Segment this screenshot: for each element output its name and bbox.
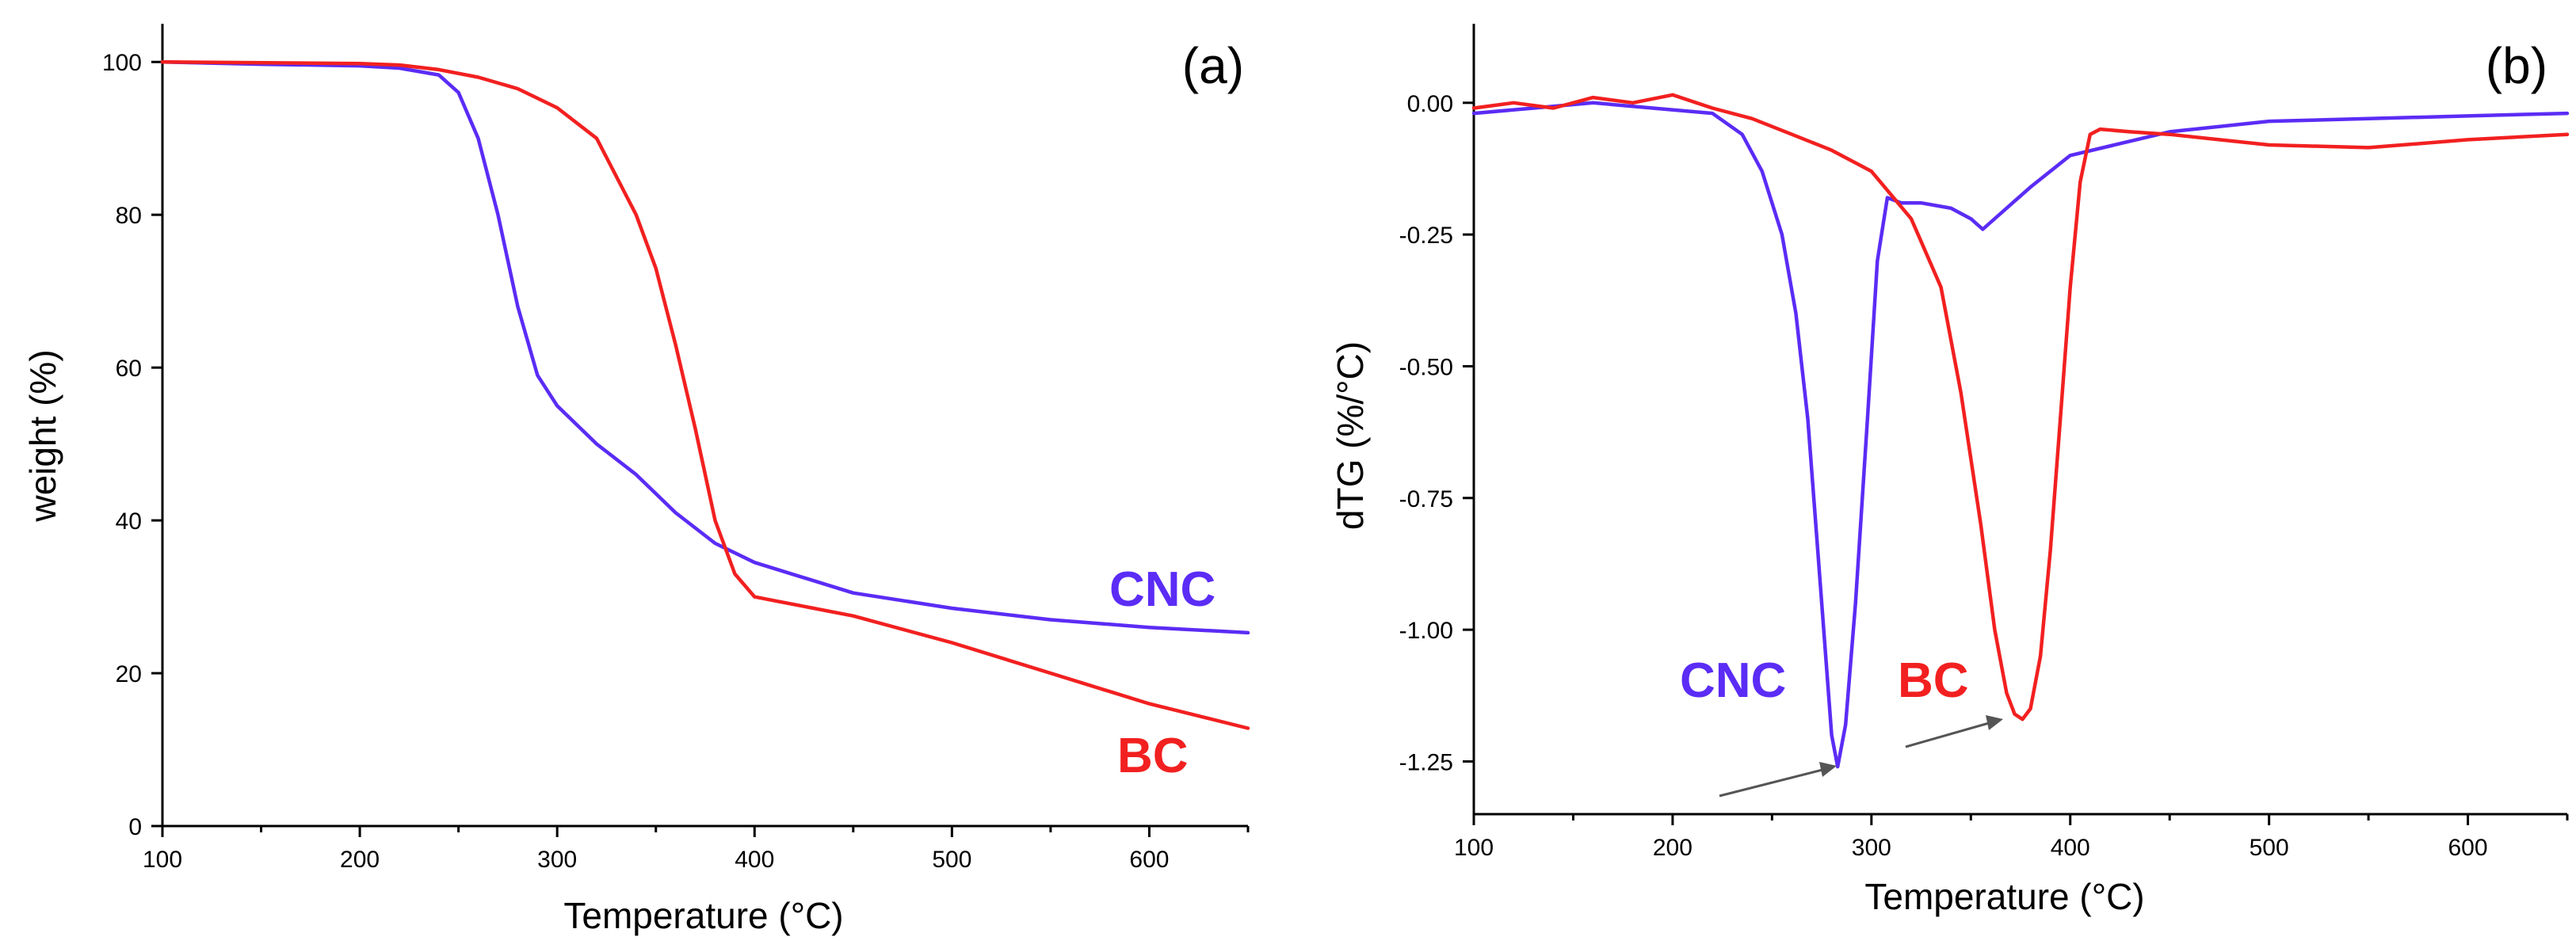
x-tick-label: 500 — [932, 847, 971, 873]
chart-a-curves — [160, 59, 1250, 730]
chart-a-ylabel: weight (%) — [22, 349, 63, 522]
chart-a-xlabel: Temperature (°C) — [563, 895, 843, 936]
chart-b-ticks: 100 200 300 400 500 600 0.00 -0.25 -0.50 -0.75 -1.… — [1399, 91, 2569, 861]
x-tick-label: 200 — [340, 847, 380, 873]
chart-b-cnc-label: CNC — [1680, 653, 1786, 708]
x-tick-label: 300 — [537, 847, 577, 873]
y-tick-label: 20 — [116, 661, 142, 687]
chart-b-axes — [1472, 24, 2567, 816]
chart-a-bc-label: BC — [1117, 729, 1189, 783]
y-tick-label: -1.00 — [1399, 618, 1453, 644]
chart-a-axes — [161, 24, 1248, 828]
y-tick-label: 60 — [116, 356, 142, 382]
chart-a-ticks: 100 200 300 400 500 600 0 20 40 60 80 100 — [102, 50, 1250, 873]
y-tick-label: -0.50 — [1399, 354, 1453, 380]
x-tick-label: 400 — [2051, 835, 2090, 861]
chart-b-xlabel: Temperature (°C) — [1864, 876, 2144, 917]
x-tick-label: 200 — [1653, 835, 1693, 861]
x-tick-label: 100 — [1454, 835, 1494, 861]
chart-a-bc-series — [160, 59, 1250, 730]
y-tick-label: 0.00 — [1407, 91, 1453, 117]
chart-b: 100 200 300 400 500 600 0.00 -0.25 -0.50 -0.75 -1.… — [1330, 24, 2570, 917]
x-tick-label: 400 — [735, 847, 774, 873]
x-tick-label: 500 — [2250, 835, 2289, 861]
chart-b-cnc-series — [1471, 101, 2570, 769]
chart-b-cnc-arrow — [1719, 768, 1823, 798]
x-tick-label: 600 — [2448, 835, 2488, 861]
chart-b-curves — [1471, 93, 2570, 769]
chart-b-bc-label: BC — [1898, 653, 1969, 708]
y-tick-label: 80 — [116, 203, 142, 229]
x-tick-label: 300 — [1852, 835, 1891, 861]
x-tick-label: 600 — [1129, 847, 1169, 873]
chart-a-panel-label: (a) — [1182, 37, 1244, 94]
chart-b-ylabel: dTG (%/°C) — [1330, 341, 1371, 530]
chart-a-cnc-label: CNC — [1109, 562, 1215, 617]
y-tick-label: -0.25 — [1399, 223, 1453, 249]
y-tick-label: 0 — [128, 814, 142, 840]
y-tick-label: -1.25 — [1399, 749, 1453, 775]
y-tick-label: 100 — [102, 50, 142, 76]
chart-a-cnc-series — [160, 59, 1250, 635]
chart-b-bc-arrow — [1905, 721, 1990, 748]
y-tick-label: -0.75 — [1399, 486, 1453, 512]
chart-b-bc-arrowhead — [1986, 715, 2003, 730]
x-tick-label: 100 — [143, 847, 182, 873]
chart-b-panel-label: (b) — [2486, 37, 2547, 94]
chart-b-bc-series — [1471, 93, 2570, 721]
y-tick-label: 40 — [116, 508, 142, 535]
chart-a: 100 200 300 400 500 600 0 20 40 60 80 100 Temperatu… — [22, 24, 1250, 936]
chart-b-cnc-arrowhead — [1819, 762, 1837, 777]
